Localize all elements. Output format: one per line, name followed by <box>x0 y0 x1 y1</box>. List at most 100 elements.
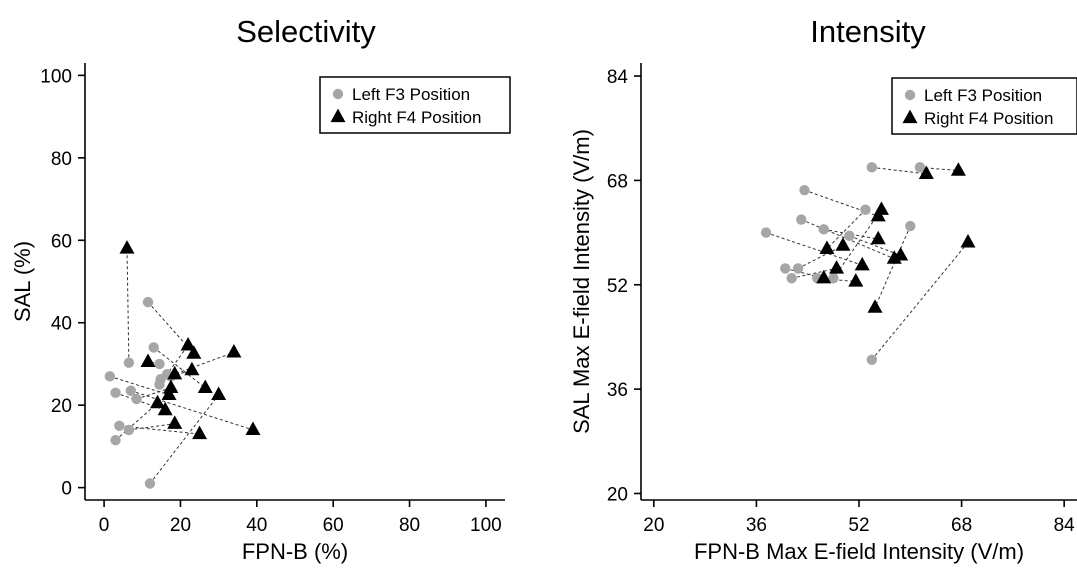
y-axis-label: SAL Max E-field Intensity (V/m) <box>569 129 594 434</box>
right-f4-point <box>184 361 200 376</box>
legend-label-left: Left F3 Position <box>924 86 1042 105</box>
left-f3-point <box>866 162 878 173</box>
left-f3-point <box>905 220 916 232</box>
right-f4-point <box>150 394 166 409</box>
legend-box <box>319 76 511 134</box>
legend-label-right: Right F4 Position <box>924 109 1053 128</box>
right-f4-point <box>816 269 832 284</box>
right-f4-point <box>829 260 845 274</box>
right-f4-point <box>873 201 889 215</box>
x-tick-label: 20 <box>170 515 191 536</box>
right-f4-point <box>893 247 909 261</box>
x-tick-label: 84 <box>1054 515 1076 536</box>
x-tick-label: 60 <box>323 515 344 536</box>
x-tick-label: 100 <box>470 515 502 536</box>
x-tick-label: 80 <box>399 515 420 536</box>
y-tick-label: 80 <box>51 149 72 170</box>
y-axis-label: SAL (%) <box>10 241 35 322</box>
left-f3-point <box>110 435 121 446</box>
x-tick-label: 36 <box>746 515 767 536</box>
pair-connector-line <box>871 242 969 361</box>
right-f4-point <box>157 401 173 416</box>
pair-connector-line <box>826 209 866 250</box>
right-f4-point <box>848 273 864 287</box>
legend: Left F3 Position Right F4 Position <box>319 76 511 134</box>
left-f3-point <box>860 204 871 215</box>
left-f3-point <box>123 424 135 436</box>
right-f4-point <box>835 237 851 251</box>
pair-connector-line <box>136 387 172 400</box>
pair-connector-line <box>126 248 130 363</box>
x-axis-label: FPN-B (%) <box>242 539 348 564</box>
y-tick-label: 68 <box>607 171 628 192</box>
y-tick-label: 36 <box>607 380 628 401</box>
legend: Left F3 Position Right F4 Position <box>891 77 1077 135</box>
left-f3-point <box>154 379 165 390</box>
left-f3-point <box>844 230 855 242</box>
pair-connector-line <box>130 390 254 431</box>
x-tick-label: 0 <box>99 515 110 536</box>
y-tick-label: 0 <box>61 479 72 500</box>
pair-connector-line <box>128 423 175 431</box>
right-f4-point <box>870 230 886 245</box>
left-f3-point <box>799 184 810 196</box>
pair-connector-line <box>871 166 927 175</box>
y-tick-label: 20 <box>51 396 72 417</box>
pair-connector-line <box>832 209 882 279</box>
chart-title: Intensity <box>810 14 926 49</box>
right-f4-point <box>197 379 213 393</box>
pair-connector-line <box>804 189 879 217</box>
left-f3-point <box>148 342 159 353</box>
right-f4-point <box>119 240 135 254</box>
chart-panel-1: Selectivity 0 20 40 60 80 100 0 20 40 60 80 100 FPN-B… <box>10 14 511 564</box>
y-tick-label: 60 <box>51 231 72 252</box>
left-f3-point <box>114 420 125 431</box>
pair-connector-line <box>115 402 158 441</box>
chart-title: Selectivity <box>236 14 376 49</box>
x-axis-label: FPN-B Max E-field Intensity (V/m) <box>694 539 1024 564</box>
left-f3-point <box>914 162 926 173</box>
right-f4-point <box>854 256 870 271</box>
pair-connector-line <box>874 225 911 308</box>
left-f3-point <box>792 263 804 274</box>
right-f4-point <box>918 165 934 180</box>
legend-circle-icon <box>904 89 916 101</box>
y-tick-label: 52 <box>607 276 628 297</box>
right-f4-point <box>161 386 177 401</box>
left-f3-point <box>828 273 839 284</box>
right-f4-point <box>163 379 179 393</box>
y-tick-label: 20 <box>607 484 628 505</box>
x-tick-label: 52 <box>848 515 869 536</box>
right-f4-point <box>867 299 883 313</box>
chart-panel-2: Intensity 20 36 52 68 84 20 36 52 68 84 FPN-B Max E… <box>569 14 1077 564</box>
x-tick-label: 20 <box>643 515 664 536</box>
right-f4-point <box>211 386 227 401</box>
left-f3-point <box>796 214 807 225</box>
left-f3-point <box>866 354 878 365</box>
legend-label-right: Right F4 Position <box>352 108 481 127</box>
x-tick-label: 40 <box>246 515 267 536</box>
right-f4-point <box>819 240 835 255</box>
right-f4-point <box>140 353 156 368</box>
pair-connector-line <box>849 235 901 256</box>
legend-box <box>891 77 1077 135</box>
left-f3-point <box>780 263 791 274</box>
right-f4-point <box>226 344 242 358</box>
legend-triangle-icon <box>330 108 346 123</box>
right-f4-point <box>950 162 966 176</box>
left-f3-point <box>110 387 121 399</box>
left-f3-point <box>818 224 829 235</box>
left-f3-point <box>131 393 142 405</box>
x-tick-label: 68 <box>951 515 972 536</box>
right-f4-point <box>167 415 183 429</box>
left-f3-point <box>123 357 135 368</box>
right-f4-point <box>186 345 202 359</box>
right-f4-point <box>167 365 183 380</box>
left-f3-point <box>144 478 156 489</box>
right-f4-point <box>245 421 261 436</box>
left-f3-point <box>786 273 797 284</box>
pair-connector-line <box>149 394 220 484</box>
pair-connector-line <box>791 267 837 279</box>
left-f3-point <box>142 296 154 308</box>
